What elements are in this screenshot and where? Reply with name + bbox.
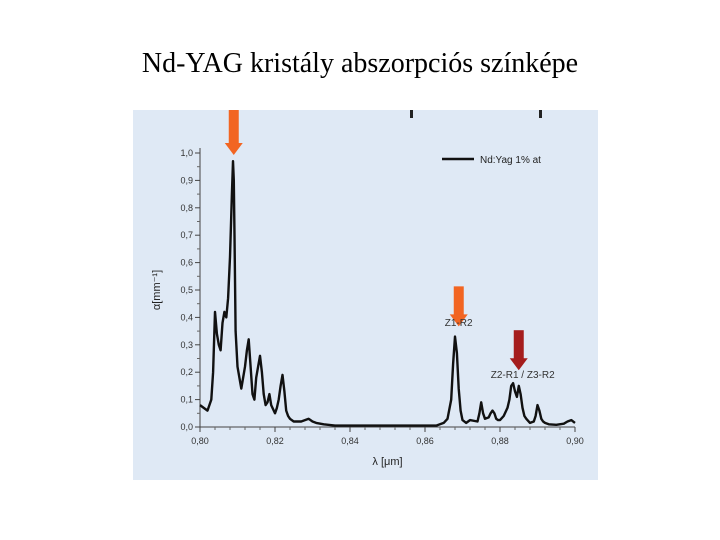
panel-mark: [539, 110, 542, 118]
x-axis-label: λ [μm]: [372, 456, 402, 468]
arrow-head: [449, 314, 468, 327]
tick-labels: 0,0 0,1 0,2 0,3 0,4 0,5 0,6 0,7 0,8 0,9 1,0 0,80 0,8…: [180, 148, 583, 446]
annotations-layer: Z1-R2 Z2-R1 / Z3-R2: [224, 110, 555, 381]
arrow-icon: [449, 286, 468, 327]
x-tick-label: 0,88: [491, 436, 509, 446]
y-tick-label: 0,4: [180, 312, 193, 322]
x-tick-label: 0,86: [416, 436, 434, 446]
annotation-label: Z2-R1 / Z3-R2: [491, 370, 555, 381]
y-tick-label: 0,0: [180, 422, 193, 432]
y-tick-label: 1,0: [180, 148, 193, 158]
x-tick-label: 0,84: [341, 436, 359, 446]
panel-mark: [410, 110, 413, 118]
y-axis-label: α[mm⁻¹]: [151, 270, 163, 310]
arrow-shaft: [513, 330, 524, 361]
y-tick-label: 0,9: [180, 175, 193, 185]
x-tick-label: 0,82: [266, 436, 284, 446]
y-tick-label: 0,2: [180, 367, 193, 377]
x-tick-label: 0,80: [191, 436, 209, 446]
y-tick-label: 0,5: [180, 285, 193, 295]
x-tick-label: 0,90: [566, 436, 584, 446]
chart-panel: [133, 110, 598, 480]
page-title: Nd-YAG kristály abszorpciós színképe: [141, 48, 579, 79]
arrow-head: [509, 358, 528, 371]
series-layer: [199, 159, 576, 427]
arrow-shaft: [453, 286, 464, 317]
arrow-head: [224, 143, 243, 155]
legend-label: Nd:Yag 1% at: [480, 155, 541, 166]
y-tick-label: 0,1: [180, 395, 193, 405]
y-tick-label: 0,7: [180, 230, 193, 240]
y-tick-label: 0,6: [180, 258, 193, 268]
arrow-shaft: [228, 110, 239, 145]
annotation-label: Z1-R2: [445, 318, 473, 329]
y-tick-label: 0,8: [180, 203, 193, 213]
legend: Nd:Yag 1% at: [442, 155, 541, 166]
y-tick-label: 0,3: [180, 340, 193, 350]
arrow-icon: [509, 330, 528, 371]
series-line: [199, 159, 576, 427]
chart-axes: [195, 110, 576, 432]
arrow-icon: [224, 110, 243, 155]
